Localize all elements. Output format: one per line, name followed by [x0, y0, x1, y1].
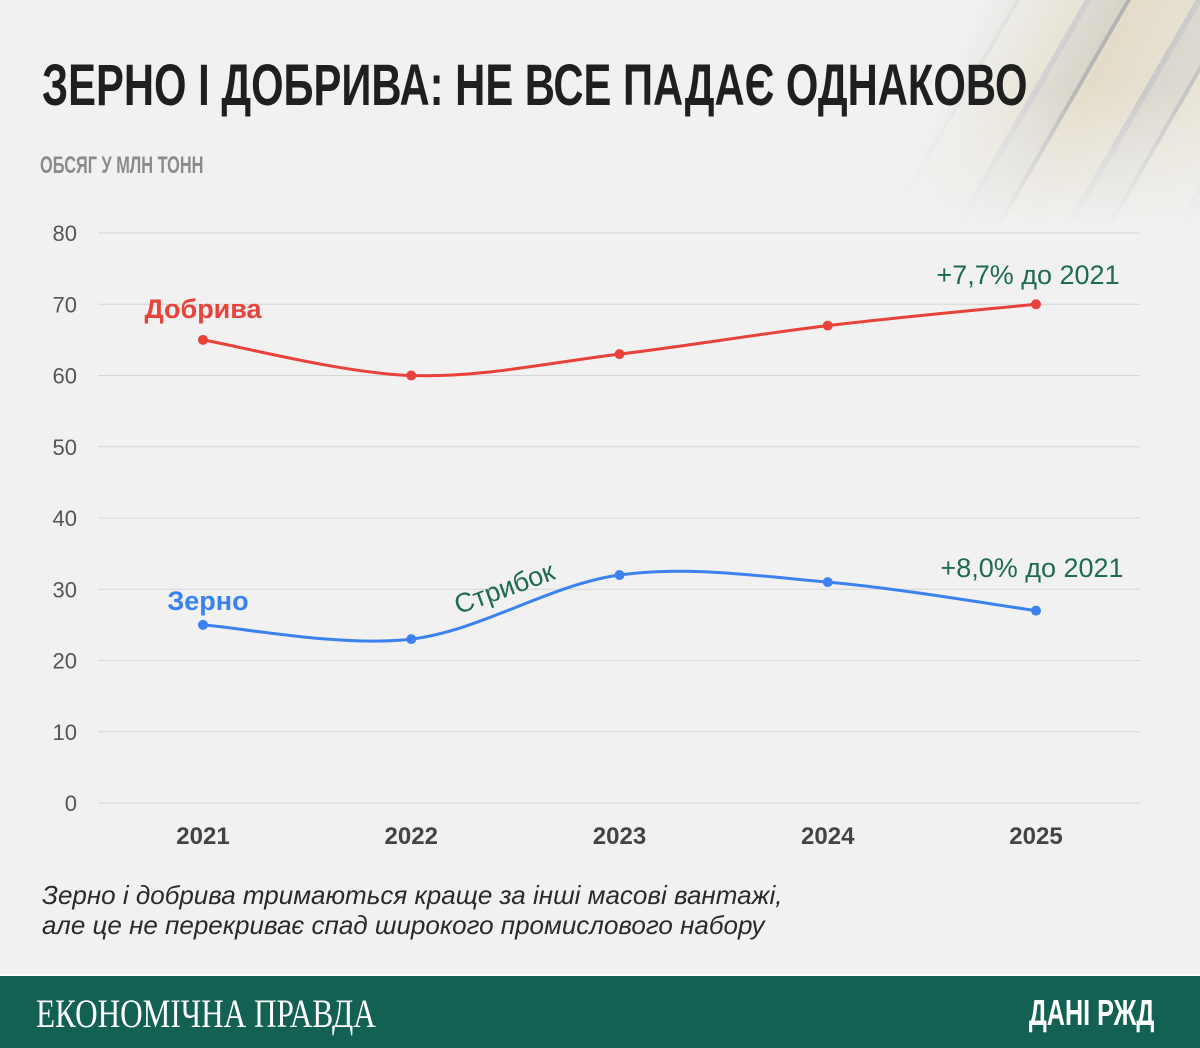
source-label: ДАНІ РЖД	[1028, 992, 1154, 1033]
y-tick-label: 50	[53, 435, 77, 460]
data-point	[198, 619, 208, 630]
y-tick-label: 80	[53, 221, 77, 246]
series-label: Зерно	[167, 586, 248, 616]
y-tick-label: 70	[53, 292, 77, 317]
unit-label: ОБСЯГ У МЛН ТОНН	[40, 152, 204, 179]
change-annotation: +7,7% до 2021	[936, 260, 1119, 290]
data-point	[1031, 299, 1041, 310]
change-annotation: +8,0% до 2021	[940, 553, 1123, 583]
brand-logo: ЕКОНОМІЧНА ПРАВДА	[36, 991, 376, 1036]
x-tick-label: 2023	[593, 823, 646, 850]
y-tick-label: 40	[53, 506, 77, 531]
y-tick-label: 0	[65, 791, 77, 816]
train-photo	[870, 0, 1200, 230]
note-line-1: Зерно і добрива тримаються краще за інші…	[42, 880, 783, 910]
series-line-1	[202, 569, 1037, 643]
data-point	[822, 577, 833, 588]
data-point	[198, 334, 208, 345]
data-point	[406, 634, 417, 645]
data-point	[822, 320, 833, 331]
data-point	[614, 570, 625, 580]
x-tick-label: 2025	[1009, 823, 1062, 850]
line-chart: 0 10 20 30 40 50 60 70 80 2021 2022 2023 2024 2025 Доб…	[53, 221, 1140, 850]
footer: ЕКОНОМІЧНА ПРАВДА ДАНІ РЖД	[0, 974, 1200, 1048]
note-line-2: але це не перекриває спад широкого проми…	[42, 910, 765, 940]
x-tick-label: 2021	[176, 823, 229, 850]
series-line-0	[202, 302, 1037, 378]
x-tick-label: 2024	[801, 823, 855, 850]
page-title: ЗЕРНО І ДОБРИВА: НЕ ВСЕ ПАДАЄ ОДНАКОВО	[42, 53, 1028, 118]
x-tick-label: 2022	[385, 823, 438, 850]
series-label: Добрива	[144, 294, 262, 324]
data-point	[406, 370, 417, 381]
y-tick-label: 30	[53, 577, 77, 602]
y-tick-label: 10	[53, 720, 77, 745]
y-tick-label: 60	[53, 364, 77, 389]
chart-note: Зерно і добрива тримаються краще за інші…	[42, 880, 782, 940]
data-point	[1031, 605, 1041, 616]
y-tick-label: 20	[53, 649, 77, 674]
data-point	[614, 349, 625, 360]
